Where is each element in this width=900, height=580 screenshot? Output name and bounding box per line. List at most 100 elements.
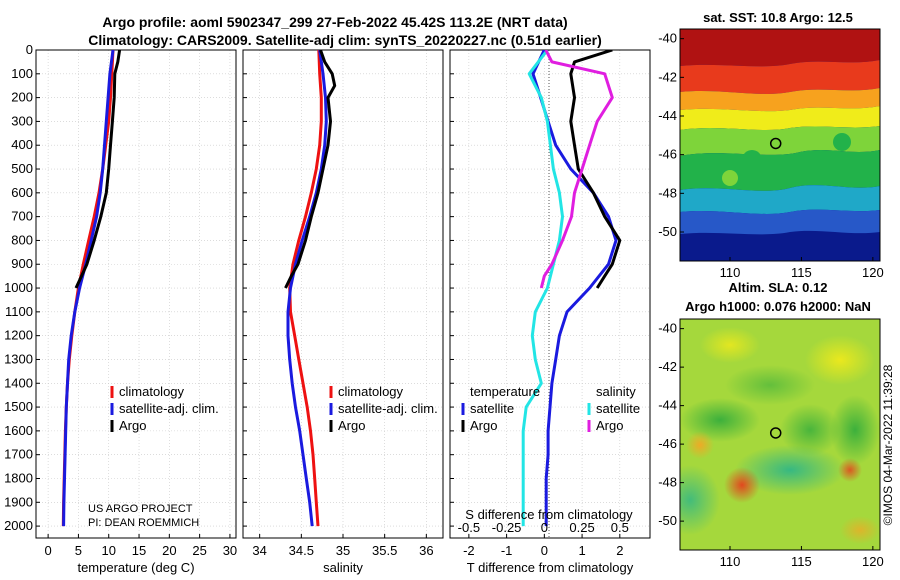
x-tick-label: 30 <box>223 543 237 558</box>
legend-header-salinity: salinity <box>596 384 636 399</box>
x-tick-label: 5 <box>75 543 82 558</box>
y-tick-label: 800 <box>11 232 33 247</box>
sst-map-ticks: 110 115 120 -40 -42 -44 -46 -48 -50 <box>658 31 884 280</box>
x-tick-label: 0 <box>45 543 52 558</box>
x-tick-label: 15 <box>132 543 146 558</box>
x-tick-label: 0 <box>541 543 548 558</box>
y-tick-label: 700 <box>11 209 33 224</box>
legend-label-argo: Argo <box>338 418 365 433</box>
x-tick-label: 2 <box>616 543 623 558</box>
y-tick-label: -42 <box>658 359 677 374</box>
temperature-xlabel: temperature (deg C) <box>77 560 194 575</box>
series-line-argo <box>569 50 622 289</box>
y-tick-label: 600 <box>11 185 33 200</box>
difference-legend: temperature salinity satellite Argo sate… <box>461 384 640 433</box>
difference-top-label: S difference from climatology <box>465 507 633 522</box>
series-line-argo <box>284 50 337 289</box>
y-tick-label: 2000 <box>4 518 33 533</box>
y-tick-label: 100 <box>11 66 33 81</box>
depth-tick-labels: 0 100 200 300 400 500 600 700 800 900 1000 1100 1200… <box>4 42 454 533</box>
legend-label-t-satellite: satellite <box>470 401 514 416</box>
y-tick-label: 500 <box>11 161 33 176</box>
temperature-series <box>61 50 122 527</box>
x-tick-label: 110 <box>720 554 741 569</box>
timestamp: ©IMOS 04-Mar-2022 11:39:28 <box>881 364 895 525</box>
sst-map-axes <box>679 28 881 262</box>
series-line-satellite-adj-clim- <box>286 50 328 527</box>
salinity-grid <box>243 49 443 538</box>
y-tick-label: 400 <box>11 137 33 152</box>
difference-series <box>521 50 622 527</box>
legend-label-climatology: climatology <box>338 384 404 399</box>
salinity-series <box>284 50 337 527</box>
sla-map-axes <box>679 318 881 551</box>
y-tick-label: -50 <box>658 224 677 239</box>
legend-label-satellite-adj: satellite-adj. clim. <box>338 401 438 416</box>
title-line1: Argo profile: aoml 5902347_299 27-Feb-20… <box>102 14 567 30</box>
y-tick-label: 1400 <box>4 375 33 390</box>
series-line-satellite-adj-clim- <box>62 50 115 527</box>
y-tick-label: -48 <box>658 185 677 200</box>
y-tick-label: 200 <box>11 90 33 105</box>
y-tick-label: 300 <box>11 113 33 128</box>
difference-axes <box>449 49 651 539</box>
salinity-ticks: 34 34.5 35 35.5 36 <box>252 534 434 558</box>
legend-label-climatology: climatology <box>119 384 185 399</box>
y-tick-label: 1500 <box>4 399 33 414</box>
y-tick-label: 1300 <box>4 351 33 366</box>
argo-float-marker <box>769 427 782 439</box>
x-tick-label: -1 <box>501 543 513 558</box>
y-tick-label: -40 <box>658 321 677 336</box>
legend-label-s-satellite: satellite <box>596 401 640 416</box>
y-tick-label: 1700 <box>4 447 33 462</box>
top-x-tick-label: 0 <box>541 520 548 535</box>
series-line-satellite <box>531 50 618 527</box>
legend-label-t-argo: Argo <box>470 418 497 433</box>
sla-map-title: Altim. SLA: 0.12 <box>729 280 828 295</box>
x-tick-label: 20 <box>162 543 176 558</box>
difference-xlabel: T difference from climatology <box>467 560 634 575</box>
y-tick-label: 900 <box>11 256 33 271</box>
x-tick-label: -2 <box>463 543 475 558</box>
legend-label-satellite-adj: satellite-adj. clim. <box>119 401 219 416</box>
y-tick-label: 1100 <box>5 304 33 319</box>
credit-pi: PI: DEAN ROEMMICH <box>88 517 199 529</box>
temperature-ticks: 0 5 10 15 20 25 30 <box>45 534 237 558</box>
difference-ticks: -2 -1 0 1 2 -0.5 -0.25 0 0.25 0.5 <box>458 520 629 558</box>
series-line-argo <box>539 50 614 289</box>
salinity-legend: climatology satellite-adj. clim. Argo <box>329 384 438 433</box>
x-tick-label: 35 <box>336 543 350 558</box>
y-tick-label: 1000 <box>4 280 33 295</box>
y-tick-label: 1900 <box>4 494 33 509</box>
legend-header-temperature: temperature <box>470 384 540 399</box>
credit-project: US ARGO PROJECT <box>88 503 193 515</box>
x-tick-label: 34 <box>252 543 266 558</box>
x-tick-label: 35.5 <box>372 543 397 558</box>
sst-map-title: sat. SST: 10.8 Argo: 12.5 <box>703 10 853 25</box>
y-tick-label: -42 <box>658 69 677 84</box>
argo-float-marker <box>769 137 782 150</box>
sla-map <box>680 319 880 550</box>
y-tick-label: 0 <box>26 42 33 57</box>
y-tick-label: -44 <box>658 108 677 123</box>
sst-map <box>680 29 880 261</box>
y-tick-label: -44 <box>658 398 677 413</box>
x-tick-label: 10 <box>101 543 115 558</box>
y-tick-label: 1600 <box>4 423 33 438</box>
x-tick-label: 25 <box>192 543 206 558</box>
y-tick-label: -46 <box>658 147 677 162</box>
series-line-argo <box>74 50 122 289</box>
salinity-xlabel: salinity <box>323 560 363 575</box>
y-tick-label: 1800 <box>4 470 33 485</box>
temperature-grid <box>36 49 236 538</box>
top-x-tick-label: -0.5 <box>458 520 480 535</box>
legend-label-s-argo: Argo <box>596 418 623 433</box>
x-tick-label: 36 <box>419 543 433 558</box>
x-tick-label: 34.5 <box>289 543 314 558</box>
x-tick-label: 1 <box>578 543 585 558</box>
x-tick-label: 115 <box>791 554 812 569</box>
difference-grid <box>450 49 650 538</box>
title-line2: Climatology: CARS2009. Satellite-adj cli… <box>88 32 602 48</box>
x-tick-label: 115 <box>791 265 812 280</box>
